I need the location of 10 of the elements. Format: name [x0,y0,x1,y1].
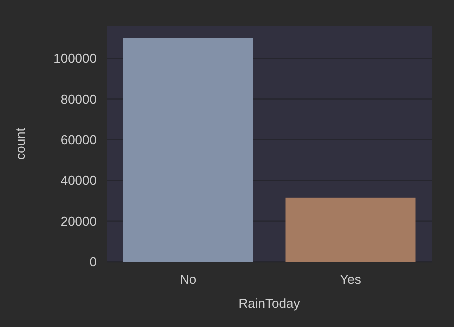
x-axis-title: RainToday [238,296,301,311]
y-tick-label: 40000 [60,173,97,188]
y-tick-label: 0 [90,254,97,270]
y-tick-label: 100000 [54,51,97,66]
x-tick-label: Yes [340,272,362,287]
y-tick-label: 80000 [60,92,97,107]
y-tick-label: 20000 [60,214,97,229]
y-axis-title: count [13,128,28,160]
y-tick-label: 60000 [60,132,97,148]
x-tick-label: No [180,272,197,287]
